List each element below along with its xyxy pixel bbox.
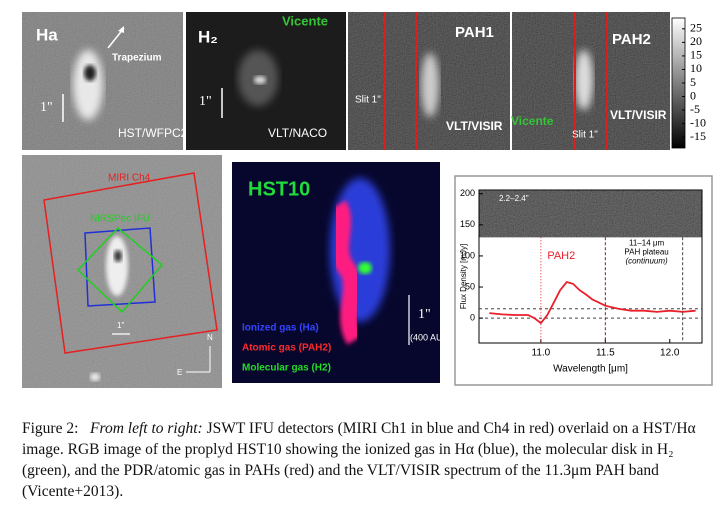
page: Ha Trapezium 1" HST/WFPC2 H₂ Vicente 1" … (0, 0, 724, 511)
y-tick-label: 150 (460, 219, 475, 229)
molecular-gas (358, 262, 372, 274)
instrument: VLT/NACO (268, 126, 327, 140)
caption: Figure 2: From left to right: JSWT IFU d… (22, 418, 712, 502)
figure: Ha Trapezium 1" HST/WFPC2 H₂ Vicente 1" … (0, 0, 724, 412)
instrument: VLT/VISIR (446, 119, 503, 133)
ylabel: Flux Density [mJy] (459, 244, 468, 309)
disk (114, 250, 122, 262)
colorbar-tick-label: 10 (690, 61, 702, 75)
star (90, 373, 100, 381)
credit: Vicente (511, 114, 554, 128)
panel-label: Ha (36, 25, 58, 44)
panel-label: H₂ (198, 27, 218, 46)
annotation: Trapezium (112, 53, 162, 64)
colorbar-tick-label: -5 (690, 102, 700, 116)
x-tick-label: 11.5 (596, 348, 615, 359)
slit-label: Slit 1" (355, 95, 381, 106)
source (421, 53, 439, 117)
x-tick-label: 11.0 (532, 348, 551, 359)
colorbar-tick-label: 0 (690, 88, 696, 102)
colorbar-tick-label: 5 (690, 75, 696, 89)
colorbar-tick-label: -15 (690, 129, 706, 143)
scale-au: (400 AU) (410, 332, 446, 342)
aperture-label: 2.2–2.4" (499, 194, 529, 203)
north-label: N (207, 333, 213, 342)
slit-label: Slit 1" (572, 130, 598, 141)
legend-entry: Atomic gas (PAH2) (242, 343, 331, 354)
proplyd (73, 50, 103, 120)
x-tick-label: 12.0 (660, 348, 680, 359)
instrument: VLT/VISIR (610, 108, 667, 122)
legend-entry: Molecular gas (H2) (242, 363, 331, 374)
disk (84, 65, 96, 81)
xlabel: Wavelength [μm] (553, 364, 628, 375)
credit: Vicente (282, 13, 328, 28)
rgb-panel: HST10 1" (400 AU) Ionized gas (Ha) Atomi… (232, 162, 446, 383)
scale-label: 1" (199, 94, 212, 109)
east-label: E (177, 368, 182, 377)
scale-label: 1" (40, 100, 53, 115)
panel-label: PAH1 (455, 24, 494, 41)
panel-label: PAH2 (612, 31, 651, 48)
y-tick-label: 0 (470, 312, 475, 322)
pah2-panel: PAH2 Vicente Slit 1" VLT/VISIR (511, 12, 670, 150)
scale-label: 1" (418, 307, 431, 322)
colorbar-tick-label: -10 (690, 115, 706, 129)
plateau-label: 11–14 μm (629, 239, 664, 248)
scale-label: 1" (117, 321, 124, 330)
panel-title: HST10 (248, 178, 310, 200)
source (575, 50, 593, 110)
plateau-label: PAH plateau (624, 248, 668, 257)
proplyd (106, 236, 128, 296)
y-tick-label: 200 (460, 188, 475, 198)
instrument: HST/WFPC2 (118, 126, 188, 140)
ha-panel: Ha Trapezium 1" HST/WFPC2 (22, 12, 188, 150)
plateau-label: (continuum) (625, 257, 668, 266)
caption-label: Figure 2: (22, 420, 78, 437)
colorbar-tick-label: 20 (690, 34, 702, 48)
legend-entry: Ionized gas (Ha) (242, 323, 319, 334)
detector-panel: MIRI Ch4 NIRSPec IFU 1" N E (22, 155, 222, 388)
pah1-panel: PAH1 Slit 1" VLT/VISIR (348, 12, 510, 150)
h2-panel: H₂ Vicente 1" VLT/NACO (186, 12, 346, 150)
colorbar-tick-label: 25 (690, 21, 702, 35)
band-label: PAH2 (547, 250, 575, 262)
nirspec-label: NIRSPec IFU (90, 214, 150, 225)
disk (254, 76, 266, 84)
miri-label: MIRI Ch4 (108, 173, 151, 184)
colorbar-tick-label: 15 (690, 48, 702, 62)
caption-lead: From left to right: (90, 420, 203, 437)
